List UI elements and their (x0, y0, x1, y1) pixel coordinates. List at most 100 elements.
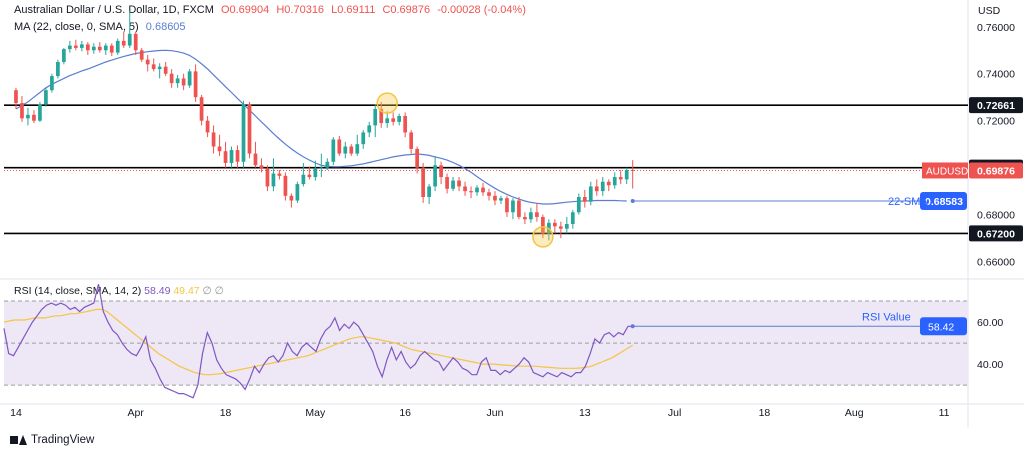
rsi-sma-line (3, 308, 634, 376)
candle-body (97, 46, 102, 51)
candle-body (582, 197, 587, 202)
candle-body (427, 186, 431, 197)
tradingview-branding[interactable]: TradingView (10, 434, 94, 446)
ma-price-label: 0.68583 (925, 196, 963, 208)
candle-body (175, 78, 180, 84)
candle-body (379, 108, 384, 124)
rsi-label: RSI (14, close, SMA, 14, 2) (14, 285, 142, 297)
highlight-circle-1 (532, 226, 554, 248)
candle-body (68, 45, 72, 50)
rsi-tick-label: 60.00 (977, 317, 1003, 329)
candle-body (56, 62, 60, 77)
candle-body (169, 73, 174, 84)
candle-body (600, 181, 605, 192)
candle-body (343, 146, 348, 154)
time-tick-label: 18 (759, 407, 771, 419)
symbol-tag: AUDUSD (926, 166, 968, 177)
candle-body (439, 165, 443, 178)
price-tick-label: 0.74000 (977, 69, 1015, 81)
candle-body (355, 144, 360, 154)
candle-body (211, 132, 216, 147)
candle-body (277, 173, 282, 176)
time-tick-label: Jul (668, 407, 681, 419)
candle-body (535, 212, 539, 217)
candle-body (541, 216, 545, 234)
open-value: O0.69904 (220, 4, 270, 16)
candle-body (301, 174, 306, 185)
time-tick-label: 14 (10, 407, 22, 419)
change-value: -0.00028 (-0.04%) (437, 4, 526, 16)
candle-body (235, 150, 240, 162)
candle-body (283, 175, 288, 196)
tradingview-logo-icon (10, 435, 27, 445)
price-tick-label: 0.72000 (977, 116, 1015, 128)
candle-body (493, 195, 497, 201)
candle-body (433, 165, 437, 187)
candle-body (313, 168, 318, 178)
candle-body (157, 66, 162, 70)
candle-body (481, 187, 485, 193)
candle-body (529, 212, 533, 220)
rsi-tick-label: 40.00 (977, 359, 1003, 371)
rsi-band (4, 301, 968, 386)
last-price-box (969, 162, 1023, 179)
low-value: L0.69111 (331, 4, 376, 16)
rsi-legend: RSI (14, close, SMA, 14, 2) 58.49 49.47 … (14, 285, 224, 297)
time-tick-label: 13 (579, 407, 591, 419)
candle-body (187, 71, 192, 86)
rsi-value-label: 58.42 (928, 321, 954, 333)
candle-body (253, 153, 258, 166)
currency-label: USD (978, 5, 1001, 17)
candle-body (50, 76, 54, 91)
candle-body (121, 40, 126, 46)
price-tick-label: 0.76000 (977, 22, 1015, 34)
candle-body (337, 139, 342, 154)
candle-body (241, 104, 246, 162)
candle-body (79, 44, 84, 48)
high-value: H0.70316 (276, 4, 325, 16)
rsi-line (3, 284, 633, 399)
candle-body (409, 132, 414, 149)
candle-body (624, 170, 629, 180)
candle-body (14, 90, 18, 104)
symbol-title: Australian Dollar / U.S. Dollar, 1D, FXC… (14, 4, 214, 16)
candle-body (109, 45, 114, 53)
time-tick-label: May (305, 407, 326, 419)
candle-body (319, 167, 324, 169)
candle-body (73, 45, 78, 48)
candle-body (127, 33, 132, 46)
candle-body (44, 90, 48, 105)
candle-body (457, 180, 461, 187)
price-tick-label: 0.68000 (977, 210, 1015, 222)
candle-body (151, 64, 156, 70)
time-tick-label: Jun (487, 407, 504, 419)
candle-body (217, 146, 222, 152)
candle-body (391, 118, 396, 122)
candle-body (576, 197, 581, 213)
candle-body (289, 195, 294, 201)
candle-body (612, 177, 617, 186)
candle-body (26, 114, 30, 119)
candle-body (451, 180, 455, 189)
candle-body (553, 222, 557, 227)
time-tick-label: 18 (220, 407, 232, 419)
close-value: C0.69876 (382, 4, 431, 16)
candle-body (385, 118, 390, 124)
candle-body (331, 139, 336, 162)
candle-body (558, 226, 563, 229)
symbol-legend: Australian Dollar / U.S. Dollar, 1D, FXC… (14, 4, 530, 16)
candle-body (205, 120, 210, 133)
candle-body (594, 186, 599, 192)
candle-body (139, 50, 144, 60)
rsi-sma-value: 49.47 (173, 285, 200, 297)
candle-body (295, 184, 300, 201)
candle-body (421, 167, 425, 197)
candle-body (20, 103, 24, 119)
candle-body (271, 173, 276, 187)
candle-body (199, 97, 204, 121)
candle-body (564, 224, 569, 229)
candle-body (193, 71, 198, 98)
candle-body (181, 78, 186, 86)
candle-body (38, 104, 42, 121)
